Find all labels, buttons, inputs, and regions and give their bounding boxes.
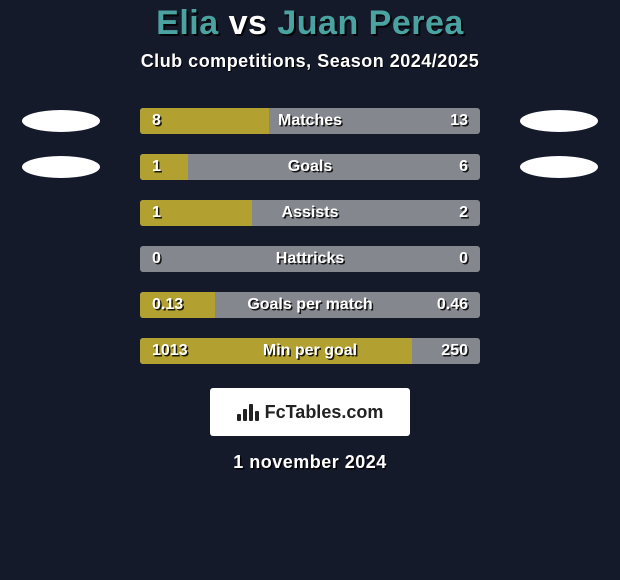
stat-bar-track: 1 Assists 2 (140, 200, 480, 226)
stat-bar-track: 8 Matches 13 (140, 108, 480, 134)
page-title: Elia vs Juan Perea (0, 4, 620, 43)
stat-bar-track: 1013 Min per goal 250 (140, 338, 480, 364)
stat-bar-fill (140, 154, 188, 180)
stat-row: 0 Hattricks 0 (0, 236, 620, 282)
stat-value-left: 1 (152, 158, 161, 176)
stat-row: 1 Goals 6 (0, 144, 620, 190)
stat-value-right: 0 (459, 250, 468, 268)
bar-chart-icon (237, 403, 259, 421)
subtitle: Club competitions, Season 2024/2025 (0, 51, 620, 72)
stat-value-right: 2 (459, 204, 468, 222)
stat-row: 1 Assists 2 (0, 190, 620, 236)
stat-value-left: 0 (152, 250, 161, 268)
stat-bar-track: 0 Hattricks 0 (140, 246, 480, 272)
stat-value-left: 1 (152, 204, 161, 222)
title-vs: vs (229, 4, 268, 42)
stat-label: Goals per match (247, 296, 372, 314)
stat-bar-track: 1 Goals 6 (140, 154, 480, 180)
stat-label: Matches (278, 112, 342, 130)
player2-name: Juan Perea (277, 4, 463, 42)
team-badge-left (22, 110, 100, 132)
footer-date: 1 november 2024 (0, 452, 620, 473)
stat-value-left: 8 (152, 112, 161, 130)
brand-badge: FcTables.com (210, 388, 410, 436)
stat-bar-track: 0.13 Goals per match 0.46 (140, 292, 480, 318)
stat-row: 0.13 Goals per match 0.46 (0, 282, 620, 328)
stat-value-left: 1013 (152, 342, 188, 360)
stat-label: Assists (282, 204, 339, 222)
stat-value-right: 13 (450, 112, 468, 130)
brand-text: FcTables.com (265, 402, 384, 423)
stat-value-right: 0.46 (437, 296, 468, 314)
stat-value-left: 0.13 (152, 296, 183, 314)
stat-value-right: 6 (459, 158, 468, 176)
stat-value-right: 250 (441, 342, 468, 360)
stat-row: 8 Matches 13 (0, 98, 620, 144)
stat-label: Min per goal (263, 342, 357, 360)
stat-label: Goals (288, 158, 332, 176)
stat-row: 1013 Min per goal 250 (0, 328, 620, 374)
team-badge-left (22, 156, 100, 178)
comparison-card: Elia vs Juan Perea Club competitions, Se… (0, 0, 620, 580)
stat-label: Hattricks (276, 250, 344, 268)
team-badge-right (520, 110, 598, 132)
player1-name: Elia (156, 4, 218, 42)
team-badge-right (520, 156, 598, 178)
stat-rows: 8 Matches 13 1 Goals 6 1 Assists 2 0 Hattricks 0 0.1… (0, 98, 620, 374)
